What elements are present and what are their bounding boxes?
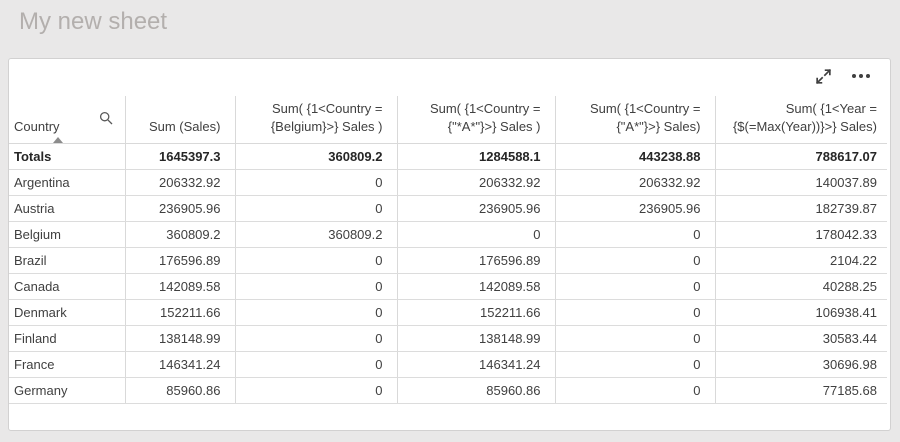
country-cell[interactable]: Denmark	[9, 299, 125, 326]
column-header-label: Sum (Sales)	[148, 119, 221, 134]
row-argentina: Argentina 206332.92 0 206332.92 206332.9…	[9, 169, 887, 196]
more-options-icon[interactable]	[848, 65, 874, 87]
value-cell: 138148.99	[396, 325, 555, 352]
value-cell: 0	[554, 221, 715, 248]
value-cell: 142089.58	[396, 273, 555, 300]
value-cell: 85960.86	[396, 377, 555, 404]
row-canada: Canada 142089.58 0 142089.58 0 40288.25	[9, 273, 887, 300]
row-denmark: Denmark 152211.66 0 152211.66 0 106938.4…	[9, 299, 887, 326]
value-cell: 152211.66	[396, 299, 555, 326]
object-toolbar	[9, 59, 890, 96]
value-cell: 236905.96	[396, 195, 555, 222]
column-header-label: Sum( {1<Country = {"*A*"}>} Sales )	[429, 101, 541, 134]
row-brazil: Brazil 176596.89 0 176596.89 0 2104.22	[9, 247, 887, 274]
value-cell: 0	[554, 247, 715, 274]
row-france: France 146341.24 0 146341.24 0 30696.98	[9, 351, 887, 378]
country-cell[interactable]: Argentina	[9, 169, 125, 196]
value-cell: 206332.92	[396, 169, 555, 196]
value-cell: 0	[554, 377, 715, 404]
value-cell: 236905.96	[554, 195, 715, 222]
fullscreen-icon[interactable]	[812, 65, 834, 87]
country-cell[interactable]: Austria	[9, 195, 125, 222]
value-cell: 0	[234, 247, 397, 274]
totals-value: 1645397.3	[124, 143, 235, 170]
totals-value: 443238.88	[554, 143, 715, 170]
totals-value: 1284588.1	[396, 143, 555, 170]
totals-label: Totals	[9, 143, 125, 170]
column-header-sum-contains-a[interactable]: Sum( {1<Country = {"*A*"}>} Sales )	[396, 96, 555, 144]
value-cell: 206332.92	[124, 169, 235, 196]
value-cell: 2104.22	[714, 247, 887, 274]
row-belgium: Belgium 360809.2 360809.2 0 0 178042.33	[9, 221, 887, 248]
country-cell[interactable]: Brazil	[9, 247, 125, 274]
row-finland: Finland 138148.99 0 138148.99 0 30583.44	[9, 325, 887, 352]
value-cell: 0	[554, 299, 715, 326]
totals-value: 360809.2	[234, 143, 397, 170]
column-header-sum-belgium[interactable]: Sum( {1<Country = {Belgium}>} Sales )	[234, 96, 397, 144]
country-cell[interactable]: Belgium	[9, 221, 125, 248]
column-header-label: Sum( {1<Year = {$(=Max(Year))}>} Sales)	[732, 101, 877, 134]
value-cell: 206332.92	[554, 169, 715, 196]
value-cell: 236905.96	[124, 195, 235, 222]
column-header-sum-sales[interactable]: Sum (Sales)	[124, 96, 235, 144]
column-header-label: Country	[14, 119, 60, 134]
value-cell: 0	[234, 351, 397, 378]
ellipsis-dot	[859, 74, 863, 78]
country-cell[interactable]: Finland	[9, 325, 125, 352]
value-cell: 146341.24	[396, 351, 555, 378]
totals-value: 788617.07	[714, 143, 887, 170]
value-cell: 0	[234, 299, 397, 326]
country-cell[interactable]: France	[9, 351, 125, 378]
value-cell: 0	[554, 351, 715, 378]
column-header-sum-starts-a[interactable]: Sum( {1<Country = {"A*"}>} Sales)	[554, 96, 715, 144]
value-cell: 106938.41	[714, 299, 887, 326]
straight-table: Country Sum (Sales) Sum( {1<Country = {B…	[9, 96, 887, 404]
value-cell: 77185.68	[714, 377, 887, 404]
table-object-card: Country Sum (Sales) Sum( {1<Country = {B…	[8, 58, 891, 431]
value-cell: 30583.44	[714, 325, 887, 352]
search-icon[interactable]	[99, 111, 113, 125]
header-row: Country Sum (Sales) Sum( {1<Country = {B…	[9, 96, 887, 144]
country-cell[interactable]: Canada	[9, 273, 125, 300]
value-cell: 40288.25	[714, 273, 887, 300]
value-cell: 176596.89	[124, 247, 235, 274]
sort-ascending-icon	[53, 137, 63, 143]
column-header-country[interactable]: Country	[9, 96, 125, 144]
value-cell: 142089.58	[124, 273, 235, 300]
value-cell: 0	[396, 221, 555, 248]
sheet-title: My new sheet	[19, 8, 168, 35]
row-austria: Austria 236905.96 0 236905.96 236905.96 …	[9, 195, 887, 222]
column-header-sum-max-year[interactable]: Sum( {1<Year = {$(=Max(Year))}>} Sales)	[714, 96, 887, 144]
value-cell: 30696.98	[714, 351, 887, 378]
ellipsis-dot	[852, 74, 856, 78]
value-cell: 0	[234, 195, 397, 222]
value-cell: 0	[234, 377, 397, 404]
value-cell: 138148.99	[124, 325, 235, 352]
value-cell: 360809.2	[234, 221, 397, 248]
value-cell: 182739.87	[714, 195, 887, 222]
value-cell: 152211.66	[124, 299, 235, 326]
value-cell: 178042.33	[714, 221, 887, 248]
row-germany: Germany 85960.86 0 85960.86 0 77185.68	[9, 377, 887, 404]
value-cell: 85960.86	[124, 377, 235, 404]
value-cell: 176596.89	[396, 247, 555, 274]
value-cell: 360809.2	[124, 221, 235, 248]
value-cell: 0	[234, 169, 397, 196]
value-cell: 0	[234, 273, 397, 300]
value-cell: 146341.24	[124, 351, 235, 378]
column-header-label: Sum( {1<Country = {Belgium}>} Sales )	[270, 101, 383, 134]
value-cell: 0	[554, 273, 715, 300]
value-cell: 0	[234, 325, 397, 352]
column-header-label: Sum( {1<Country = {"A*"}>} Sales)	[589, 101, 701, 134]
row-totals: Totals 1645397.3 360809.2 1284588.1 4432…	[9, 143, 887, 170]
ellipsis-dot	[866, 74, 870, 78]
value-cell: 0	[554, 325, 715, 352]
country-cell[interactable]: Germany	[9, 377, 125, 404]
value-cell: 140037.89	[714, 169, 887, 196]
